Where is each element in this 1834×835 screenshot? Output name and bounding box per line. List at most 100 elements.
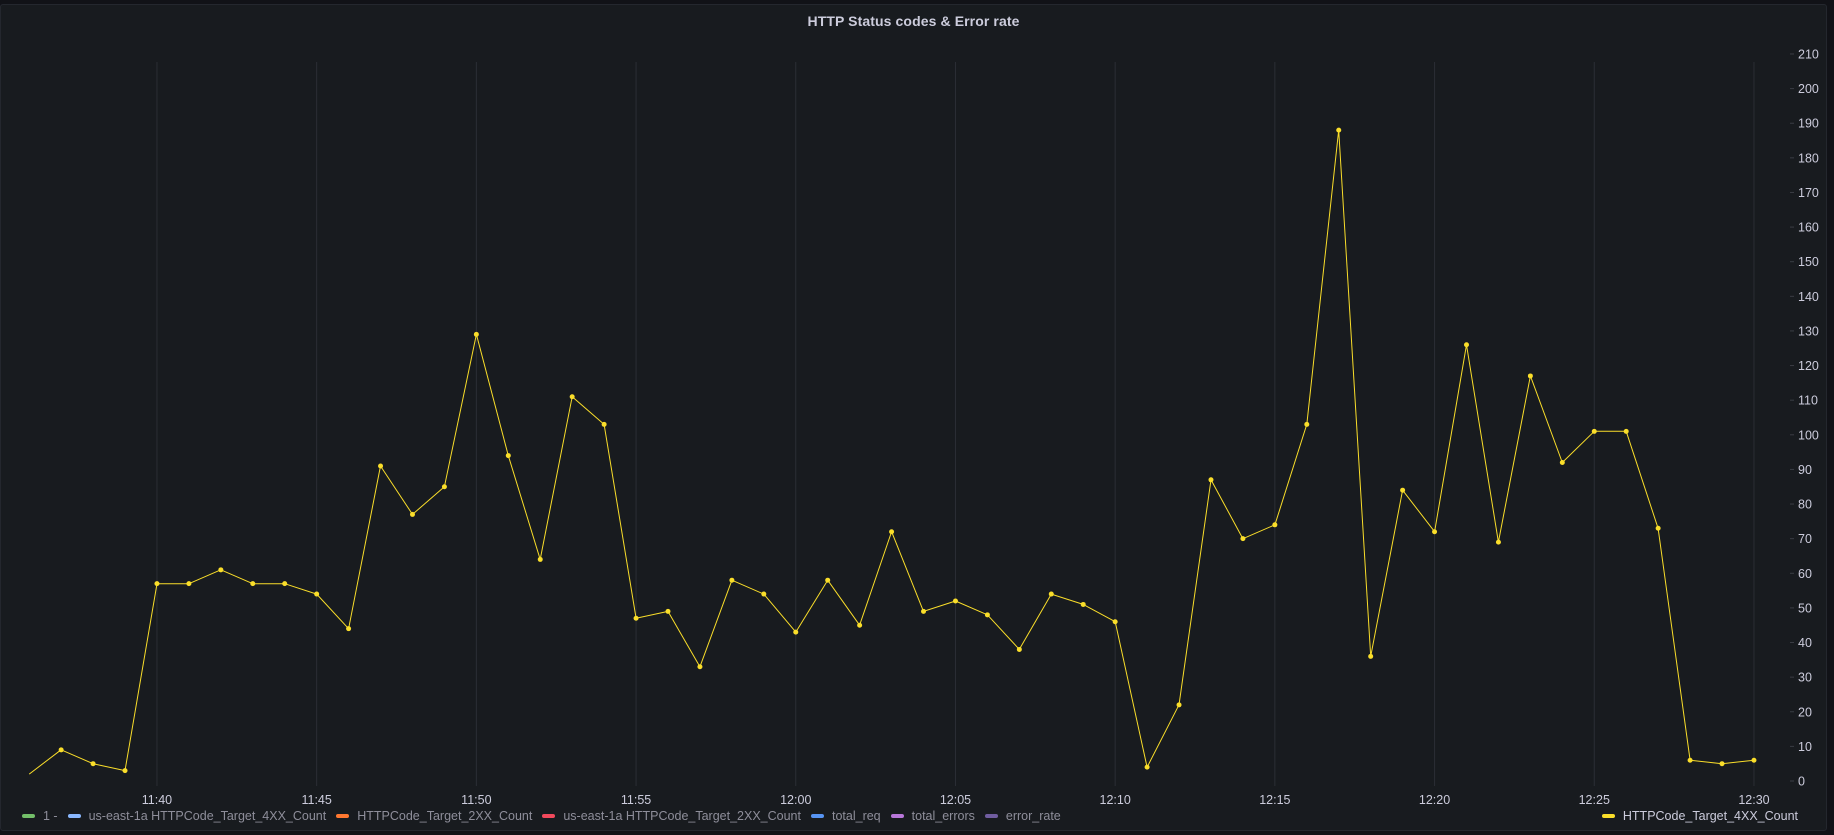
data-point[interactable] — [441, 484, 447, 490]
data-point[interactable] — [1368, 653, 1374, 659]
data-point[interactable] — [186, 581, 192, 587]
data-point[interactable] — [473, 331, 479, 337]
data-point[interactable] — [90, 761, 96, 767]
data-point[interactable] — [154, 581, 160, 587]
data-point[interactable] — [378, 463, 384, 469]
data-point[interactable] — [1527, 373, 1533, 379]
x-tick-label: 12:10 — [1100, 793, 1131, 807]
data-point[interactable] — [889, 529, 895, 535]
panel-title: HTTP Status codes & Error rate — [807, 13, 1020, 29]
data-point[interactable] — [409, 511, 415, 517]
x-tick-label: 12:25 — [1579, 793, 1610, 807]
legend-swatch — [336, 814, 350, 818]
data-point[interactable] — [505, 453, 511, 459]
data-point[interactable] — [1176, 702, 1182, 708]
data-point[interactable] — [346, 626, 352, 632]
data-point[interactable] — [1400, 487, 1406, 493]
data-point[interactable] — [633, 615, 639, 621]
data-point[interactable] — [1208, 477, 1214, 483]
legend-swatch — [1601, 814, 1615, 818]
series-line — [28, 129, 1755, 775]
legend-swatch — [984, 814, 998, 818]
y-tick-label: 160 — [1798, 221, 1819, 235]
data-point[interactable] — [1304, 421, 1310, 427]
legend-item[interactable]: total_errors — [890, 809, 975, 823]
y-tick-label: 90 — [1798, 463, 1812, 477]
data-point[interactable] — [952, 598, 958, 604]
legend-item-httpcode-target-4xx-count[interactable]: HTTPCode_Target_4XX_Count — [1601, 809, 1798, 823]
y-tick-label: 0 — [1798, 775, 1805, 789]
data-point[interactable] — [250, 581, 256, 587]
data-point[interactable] — [1623, 428, 1629, 434]
data-point[interactable] — [1016, 646, 1022, 652]
data-point[interactable] — [1655, 525, 1661, 531]
data-point[interactable] — [218, 567, 224, 573]
y-tick-label: 140 — [1798, 290, 1819, 304]
legend: 1 - us-east-1a HTTPCode_Target_4XX_Count H… — [22, 807, 1834, 825]
legend-item[interactable]: 1 - — [22, 809, 58, 823]
x-tick-label: 11:55 — [621, 793, 651, 807]
x-tick-label: 12:05 — [940, 793, 971, 807]
series-httpcode-target-4xx-count[interactable] — [28, 127, 1757, 775]
data-point[interactable] — [1048, 591, 1054, 597]
legend-item[interactable]: error_rate — [984, 809, 1061, 823]
data-point[interactable] — [921, 608, 927, 614]
data-point[interactable] — [1336, 127, 1342, 133]
data-point[interactable] — [761, 591, 767, 597]
data-point[interactable] — [1495, 539, 1501, 545]
data-point[interactable] — [1080, 601, 1086, 607]
data-point[interactable] — [314, 591, 320, 597]
data-point[interactable] — [58, 747, 64, 753]
y-tick-label: 120 — [1798, 359, 1819, 373]
legend-label: 1 - — [43, 809, 58, 823]
legend-item[interactable]: HTTPCode_Target_2XX_Count — [336, 809, 532, 823]
data-point[interactable] — [1687, 757, 1693, 763]
data-point[interactable] — [793, 629, 799, 635]
x-tick-label: 12:15 — [1259, 793, 1290, 807]
data-point[interactable] — [569, 394, 575, 400]
data-point[interactable] — [1719, 761, 1725, 767]
data-point[interactable] — [984, 612, 990, 618]
y-tick-label: 70 — [1798, 532, 1812, 546]
legend-item[interactable]: us-east-1a HTTPCode_Target_4XX_Count — [67, 809, 327, 823]
data-point[interactable] — [857, 622, 863, 628]
data-point[interactable] — [122, 768, 128, 774]
data-point[interactable] — [1144, 764, 1150, 770]
y-tick-label: 190 — [1798, 117, 1819, 131]
data-point[interactable] — [601, 421, 607, 427]
legend-item[interactable]: us-east-1a HTTPCode_Target_2XX_Count — [542, 809, 801, 823]
legend-label: total_req — [831, 809, 881, 823]
y-tick-label: 150 — [1798, 255, 1819, 269]
legend-item[interactable]: total_req — [810, 809, 881, 823]
data-point[interactable] — [1591, 428, 1597, 434]
data-point[interactable] — [697, 664, 703, 670]
x-tick-label: 12:00 — [780, 793, 811, 807]
legend-label: us-east-1a HTTPCode_Target_4XX_Count — [88, 809, 327, 823]
data-point[interactable] — [1751, 757, 1757, 763]
data-point[interactable] — [537, 556, 543, 562]
legend-right: HTTPCode_Target_4XX_Count — [1601, 807, 1808, 825]
data-point[interactable] — [1432, 529, 1438, 535]
y-tick-label: 170 — [1798, 186, 1819, 200]
legend-swatch — [22, 814, 35, 818]
data-point[interactable] — [1272, 522, 1278, 528]
x-tick-label: 11:40 — [142, 793, 172, 807]
y-tick-label: 20 — [1798, 705, 1812, 719]
legend-label: total_errors — [911, 809, 975, 823]
legend-swatch — [810, 814, 824, 818]
data-point[interactable] — [729, 577, 735, 583]
x-tick-label: 11:50 — [461, 793, 491, 807]
x-tick-label: 12:30 — [1738, 793, 1769, 807]
data-point[interactable] — [1559, 459, 1565, 465]
legend-label: HTTPCode_Target_2XX_Count — [357, 809, 533, 823]
data-point[interactable] — [825, 577, 831, 583]
data-point[interactable] — [665, 608, 671, 614]
y-tick-label: 10 — [1798, 740, 1812, 754]
data-point[interactable] — [1240, 536, 1246, 542]
y-tick-label: 210 — [1798, 47, 1819, 61]
data-point[interactable] — [1464, 342, 1469, 348]
data-point[interactable] — [1112, 619, 1118, 625]
data-point[interactable] — [282, 581, 288, 587]
legend-swatch — [890, 814, 904, 818]
